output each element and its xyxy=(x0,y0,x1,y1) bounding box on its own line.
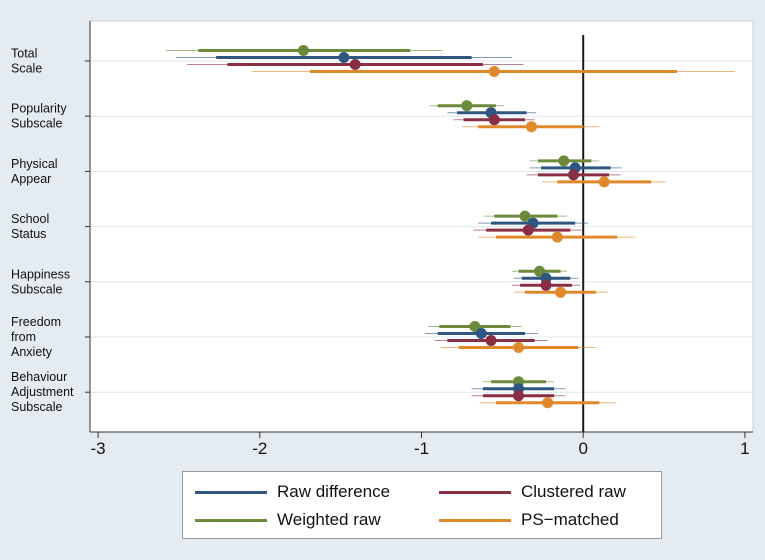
legend-swatch xyxy=(439,518,511,522)
point-weighted-raw xyxy=(534,265,546,277)
x-tick-label: 0 xyxy=(578,439,587,458)
y-category-label: Physical xyxy=(11,157,58,171)
y-category-label: Behaviour xyxy=(11,370,67,384)
point-clustered-raw xyxy=(488,114,500,126)
x-tick-label: -3 xyxy=(91,439,106,458)
y-category-label: Scale xyxy=(11,62,42,76)
point-ps-matched xyxy=(598,176,610,188)
point-ps-matched xyxy=(542,397,554,409)
point-weighted-raw xyxy=(558,155,570,167)
legend-swatch xyxy=(195,490,267,494)
forest-plot: -3 -2 -1 0 1TotalScalePopularitySubscalePhys… xyxy=(11,20,754,458)
point-raw-difference xyxy=(338,52,350,63)
y-category-label: Anxiety xyxy=(11,345,53,359)
legend-label: Weighted raw xyxy=(277,510,381,529)
x-tick-label: 1 xyxy=(740,439,749,458)
point-ps-matched xyxy=(513,342,525,353)
y-category-label: Freedom xyxy=(11,315,61,329)
y-category-label: Happiness xyxy=(11,267,70,281)
point-clustered-raw xyxy=(513,390,525,402)
x-tick-label: -1 xyxy=(414,439,429,458)
point-weighted-raw xyxy=(519,210,531,222)
point-clustered-raw xyxy=(349,59,361,70)
y-category-label: Popularity xyxy=(11,102,67,116)
legend: Raw difference Clustered raw Weighted ra… xyxy=(182,471,662,539)
point-ps-matched xyxy=(551,231,563,243)
legend-swatch xyxy=(439,490,511,494)
point-clustered-raw xyxy=(540,279,552,291)
y-category-label: Total xyxy=(11,47,37,61)
point-ps-matched xyxy=(488,66,500,77)
point-weighted-raw xyxy=(461,100,473,112)
point-clustered-raw xyxy=(485,335,497,346)
legend-label: PS−matched xyxy=(521,510,619,529)
y-category-label: Status xyxy=(11,227,46,241)
y-category-label: Subscale xyxy=(11,282,62,296)
point-raw-difference xyxy=(475,328,487,339)
point-ps-matched xyxy=(525,121,537,133)
point-clustered-raw xyxy=(568,169,580,181)
point-weighted-raw xyxy=(297,45,309,56)
y-category-label: from xyxy=(11,330,36,344)
legend-item-weighted-raw: Weighted raw xyxy=(195,510,381,530)
y-category-label: School xyxy=(11,212,49,226)
legend-swatch xyxy=(195,518,267,522)
x-tick-label: -2 xyxy=(252,439,267,458)
point-weighted-raw xyxy=(469,321,481,332)
y-category-label: Subscale xyxy=(11,117,62,131)
y-category-label: Appear xyxy=(11,172,51,186)
legend-label: Clustered raw xyxy=(521,482,626,501)
legend-item-clustered-raw: Clustered raw xyxy=(439,482,626,502)
legend-label: Raw difference xyxy=(277,482,391,501)
legend-item-raw-difference: Raw difference xyxy=(195,482,390,502)
legend-item-ps-matched: PS−matched xyxy=(439,510,619,530)
y-category-label: Subscale xyxy=(11,400,62,414)
point-ps-matched xyxy=(555,286,567,298)
y-category-label: Adjustment xyxy=(11,385,74,399)
point-clustered-raw xyxy=(522,224,534,236)
